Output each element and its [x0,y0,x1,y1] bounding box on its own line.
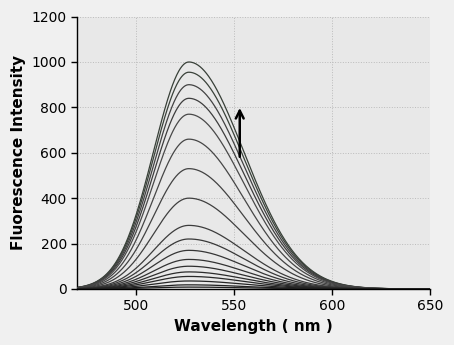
Y-axis label: Fluorescence Intensity: Fluorescence Intensity [11,55,26,250]
X-axis label: Wavelength ( nm ): Wavelength ( nm ) [174,319,333,334]
